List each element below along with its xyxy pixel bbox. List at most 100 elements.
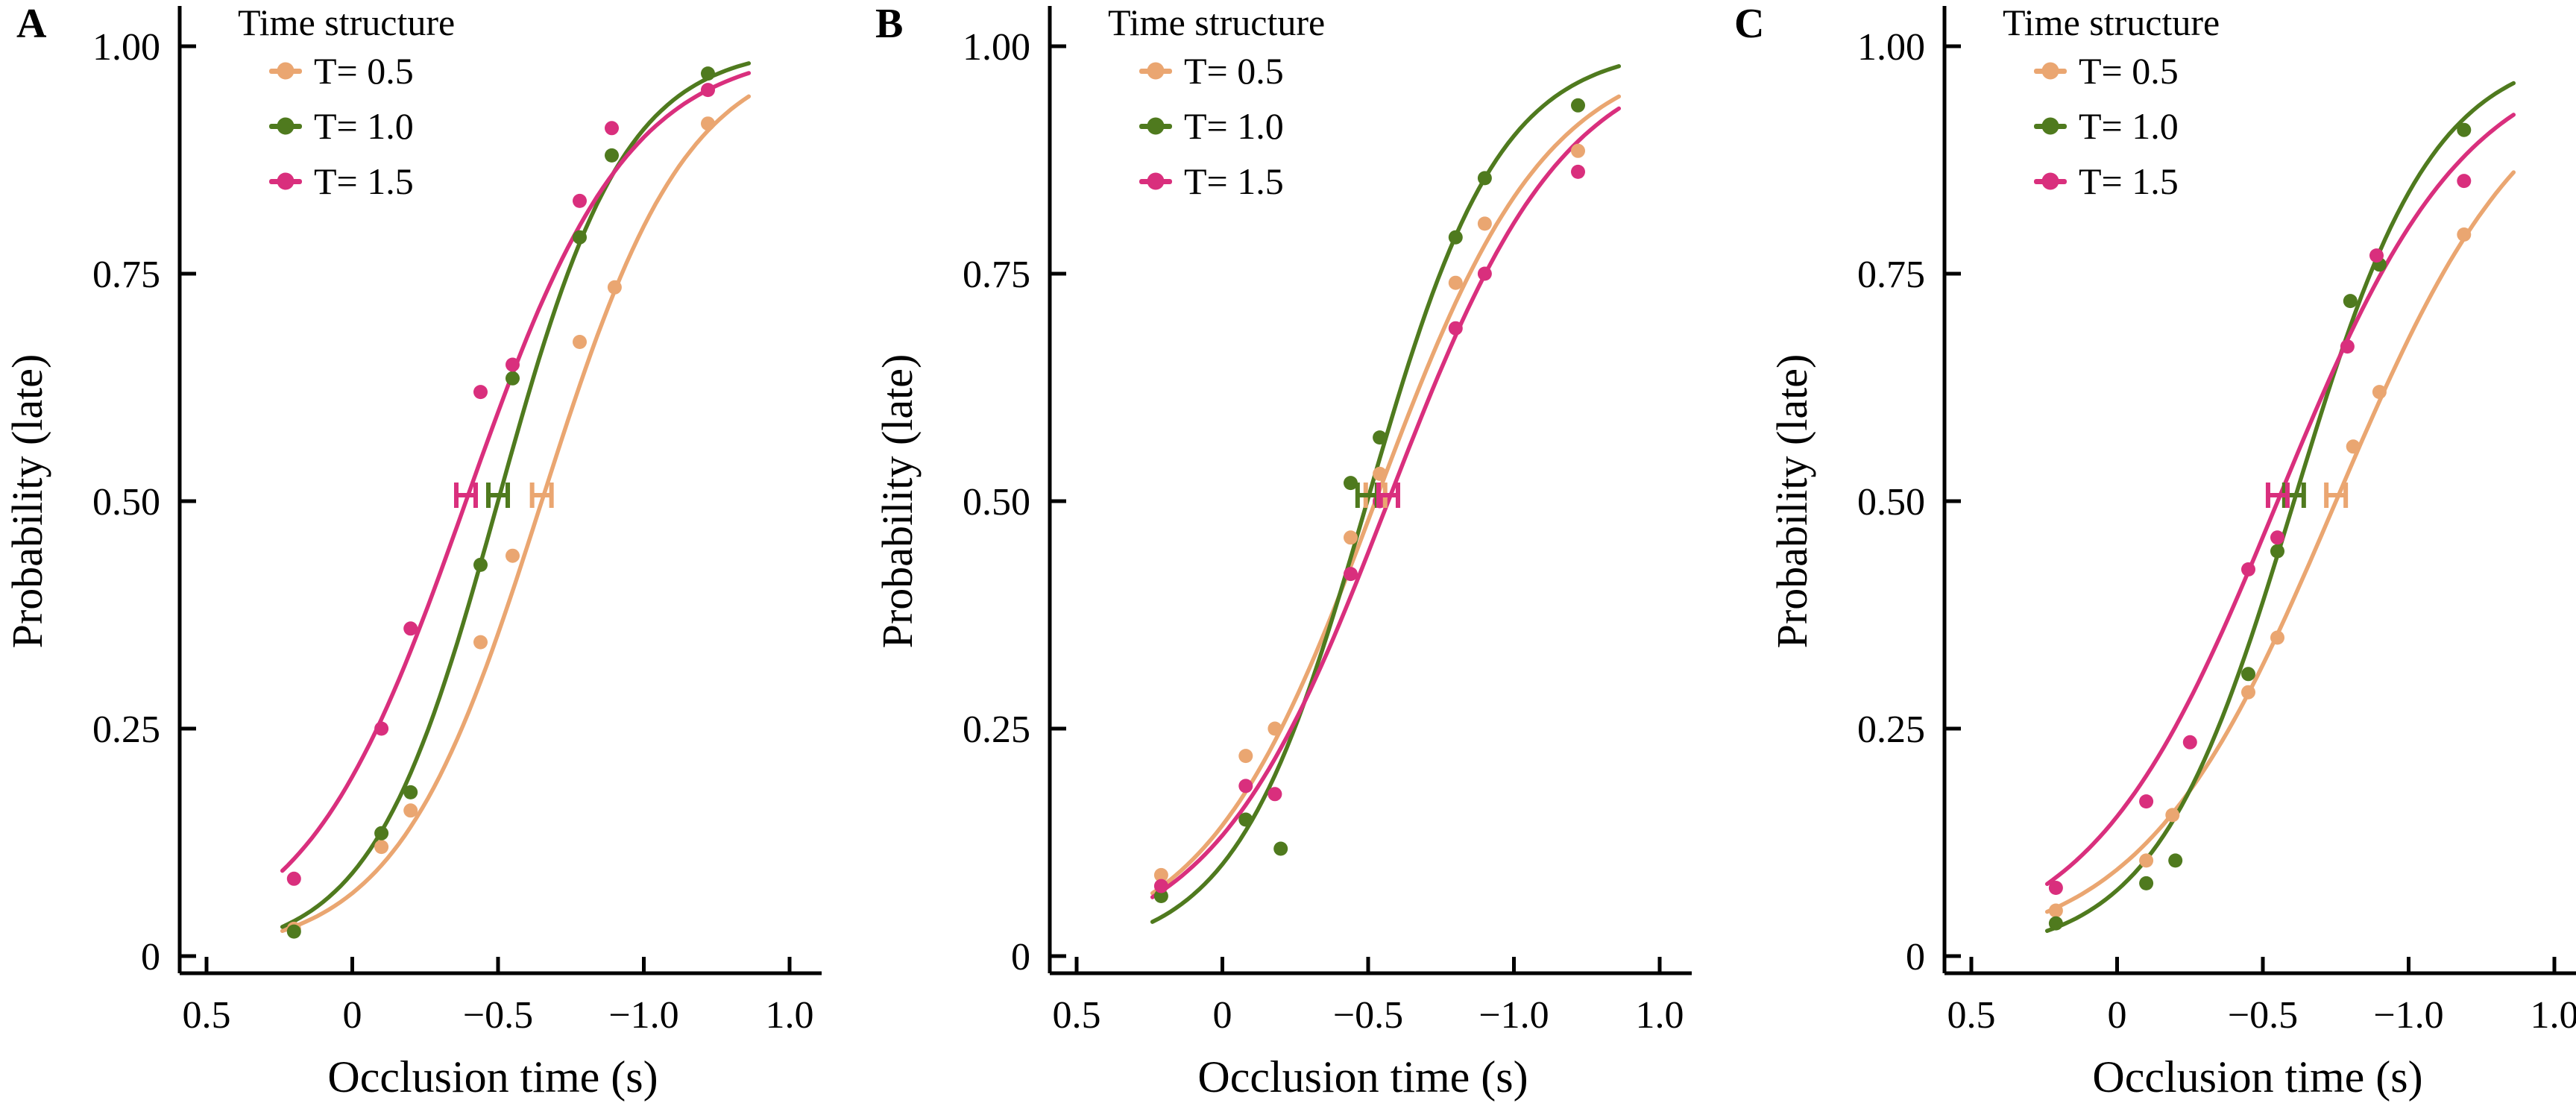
data-point xyxy=(1477,216,1492,231)
x-tick-label: 0.5 xyxy=(1947,994,1996,1037)
legend-item-label: T= 1.5 xyxy=(1184,160,1284,202)
data-point xyxy=(2241,562,2255,576)
data-point xyxy=(2457,174,2472,189)
fit-curve xyxy=(280,61,752,929)
y-tick-label: 0 xyxy=(141,936,160,978)
data-point xyxy=(1571,143,1585,158)
panel-a-letter: A xyxy=(16,1,47,47)
data-point xyxy=(1344,567,1358,582)
series-marker-icon xyxy=(1139,172,1172,190)
pse-marker xyxy=(2324,483,2349,508)
data-point xyxy=(1267,787,1282,802)
x-axis-title: Occlusion time (s) xyxy=(327,1052,658,1102)
plot-area-a: 00.250.500.751.000.5 0 −0.5 −1.0 1.0 xyxy=(92,6,822,1037)
y-tick-label: 0.75 xyxy=(963,254,1030,296)
data-point xyxy=(605,121,619,136)
data-point xyxy=(374,840,389,855)
data-point xyxy=(701,83,715,98)
fit-curve xyxy=(280,94,752,934)
legend-item-label: T= 0.5 xyxy=(314,50,414,92)
legend-title: Time structure xyxy=(2003,1,2220,43)
legend-item-label: T= 1.0 xyxy=(314,105,414,147)
data-point xyxy=(573,335,587,349)
x-tick-label: −0.5 xyxy=(463,994,533,1037)
x-tick-label: 1.0 xyxy=(766,994,814,1037)
data-point xyxy=(1477,266,1492,281)
panel-c-letter: C xyxy=(1734,1,1765,47)
series-marker-icon xyxy=(1139,117,1172,135)
legend-item-t15: T= 1.5 xyxy=(2034,154,2220,209)
data-point xyxy=(2241,667,2255,682)
pse-marker xyxy=(2265,483,2290,508)
data-point xyxy=(473,385,488,400)
data-point xyxy=(1373,430,1388,445)
y-tick-label: 0.75 xyxy=(1857,254,1925,296)
data-point xyxy=(2369,248,2384,263)
series-marker-icon xyxy=(269,172,302,190)
legend-item-t10: T= 1.0 xyxy=(269,98,455,154)
x-tick-label: 0 xyxy=(343,994,362,1037)
data-point xyxy=(1238,749,1253,764)
data-point xyxy=(2139,794,2154,809)
data-point xyxy=(2048,916,2063,931)
y-tick-label: 0.25 xyxy=(92,708,160,751)
data-point xyxy=(2165,808,2180,823)
legend-item-t15: T= 1.5 xyxy=(1139,154,1325,209)
x-tick-label: −0.5 xyxy=(1333,994,1403,1037)
y-tick-label: 0.25 xyxy=(1857,708,1925,751)
data-point xyxy=(2241,685,2255,700)
legend: Time structure T= 0.5 T= 1.0 T= 1.5 xyxy=(2003,1,2220,209)
pse-marker xyxy=(1376,483,1400,508)
data-point xyxy=(1344,476,1358,491)
data-point xyxy=(2270,630,2284,645)
data-point xyxy=(2340,339,2355,354)
series-marker-icon xyxy=(2034,172,2067,190)
data-point xyxy=(1477,171,1492,186)
y-tick-label: 0.25 xyxy=(963,708,1030,751)
legend-title: Time structure xyxy=(238,1,456,43)
data-point xyxy=(1571,98,1585,113)
x-tick-label: 0 xyxy=(2108,994,2127,1037)
legend: Time structure T= 0.5 T= 1.0 T= 1.5 xyxy=(238,1,455,209)
panel-c: C Probability (late) 0 0.25 0.50 0.75 1.00 0.… xyxy=(1718,0,2576,1103)
legend-item-label: T= 0.5 xyxy=(1184,50,1284,92)
legend-item-t10: T= 1.0 xyxy=(2034,98,2220,154)
panel-a: A Probability (late) 0 0.25 0.50 0.75 1.00 0.… xyxy=(0,0,859,1103)
legend-item-label: T= 1.0 xyxy=(1184,105,1284,147)
data-point xyxy=(1153,879,1168,893)
data-point xyxy=(2270,544,2284,559)
fit-curve xyxy=(2044,113,2516,887)
x-tick-label: −0.5 xyxy=(2228,994,2298,1037)
data-point xyxy=(1373,466,1388,481)
data-point xyxy=(2270,530,2284,545)
series-marker-icon xyxy=(2034,117,2067,135)
y-tick-label: 1.00 xyxy=(963,26,1030,69)
y-tick-label: 1.00 xyxy=(92,26,160,69)
data-point xyxy=(2139,853,2154,868)
plot-area-c: 00.250.500.751.000.5 0 −0.5 −1.0 1.0 xyxy=(1857,6,2576,1037)
data-point xyxy=(1448,230,1463,245)
legend-item-label: T= 1.5 xyxy=(314,160,414,202)
y-tick-label: 1.00 xyxy=(1857,26,1925,69)
y-tick-label: 0.75 xyxy=(92,254,160,296)
fit-curve xyxy=(2044,81,2516,933)
y-tick-label: 0.50 xyxy=(92,481,160,524)
panel-b-letter: B xyxy=(875,1,904,47)
fit-curve xyxy=(1150,106,1622,899)
legend-item-label: T= 0.5 xyxy=(2079,50,2179,92)
legend-item-t05: T= 0.5 xyxy=(269,43,455,98)
legend-item-t05: T= 0.5 xyxy=(1139,43,1325,98)
legend-title: Time structure xyxy=(1108,1,1326,43)
panel-b: B Probability (late) 0 0.25 0.50 0.75 1.00 0.… xyxy=(859,0,1718,1103)
data-point xyxy=(1153,889,1168,903)
pse-marker xyxy=(453,483,478,508)
legend-item-t15: T= 1.5 xyxy=(269,154,455,209)
y-tick-label: 0.50 xyxy=(1857,481,1925,524)
data-point xyxy=(506,357,520,372)
data-point xyxy=(1448,321,1463,336)
data-point xyxy=(473,557,488,572)
data-point xyxy=(403,785,418,799)
x-tick-label: 0.5 xyxy=(183,994,231,1037)
data-point xyxy=(2346,439,2361,454)
